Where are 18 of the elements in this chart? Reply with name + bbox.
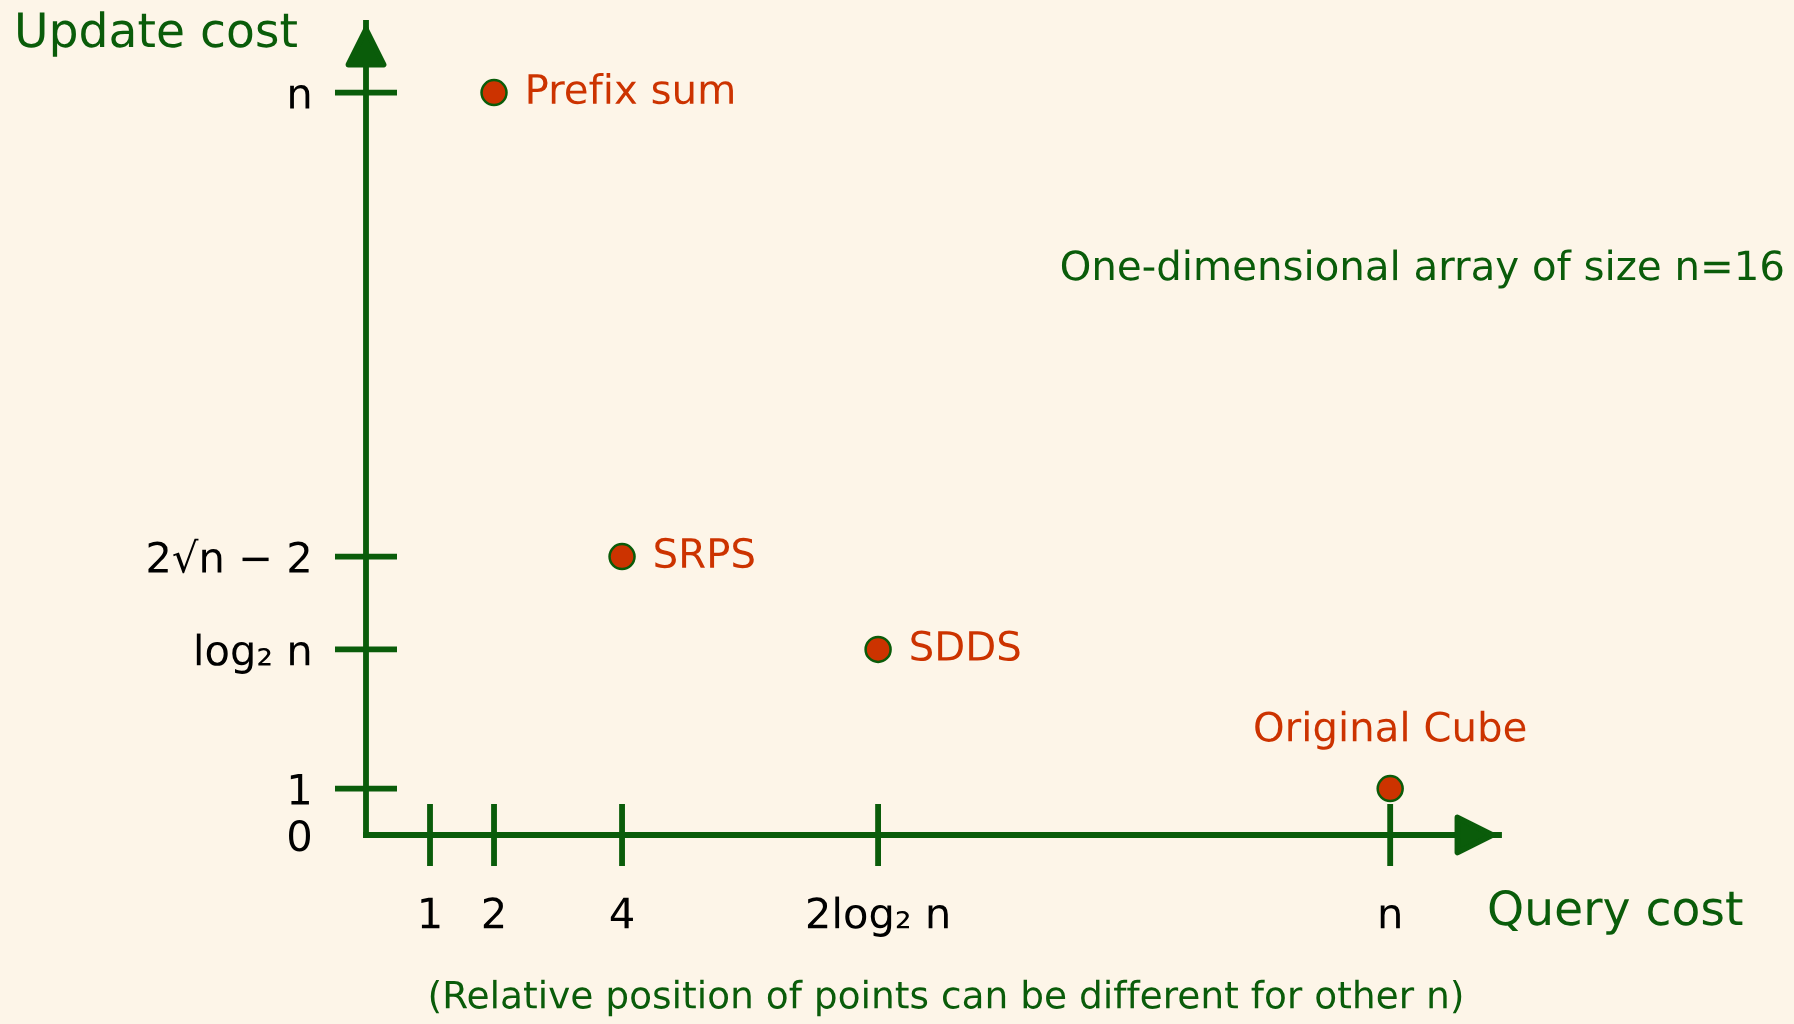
y-axis-title: Update cost <box>18 11 297 57</box>
y-tick-label: 2√n − 2 <box>148 538 309 574</box>
y-tick-label: log₂ n <box>196 633 310 674</box>
series-label: SDDS <box>911 630 1020 662</box>
series-label: SRPS <box>655 537 754 569</box>
x-tick-label: 2log₂ n <box>807 896 948 937</box>
text: (Relative position of points can be different for other n) <box>430 979 1462 1017</box>
y-tick-label: 0 <box>289 819 311 852</box>
x-tick-label: 4 <box>610 897 633 929</box>
x-tick-label: 1 <box>421 897 440 929</box>
y-tick-label: n <box>290 85 310 109</box>
y-tick-label: 1 <box>290 774 309 805</box>
series-label: Prefix sum <box>528 73 733 105</box>
x-tick-label: 2 <box>483 897 504 929</box>
x-tick-label: n <box>1380 904 1400 929</box>
x-axis-title: Query cost <box>1489 889 1743 935</box>
series-label: Original Cube <box>1255 710 1526 750</box>
annotation: One-dimensional array of size n=16 <box>1061 249 1783 289</box>
